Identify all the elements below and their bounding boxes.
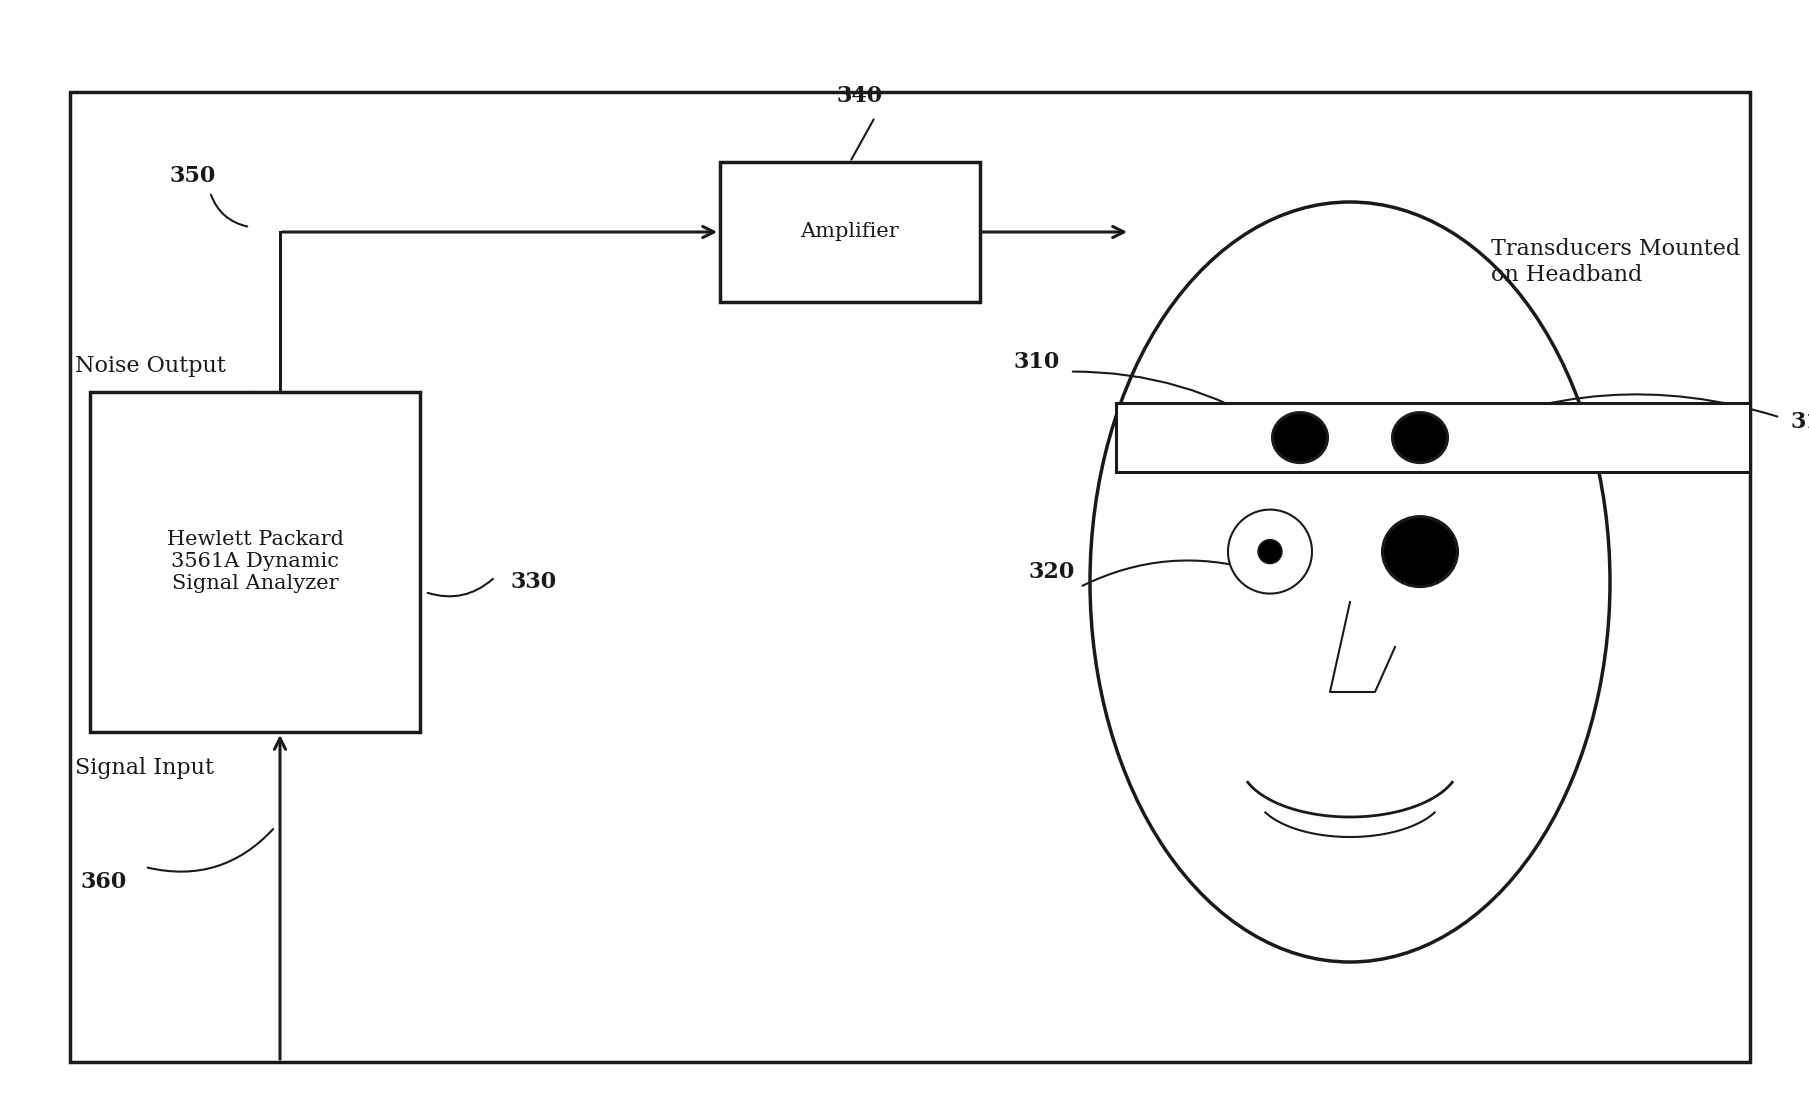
Text: 315: 315 <box>1789 411 1809 434</box>
Text: 360: 360 <box>80 871 127 893</box>
Ellipse shape <box>1382 517 1458 587</box>
Circle shape <box>1257 539 1283 564</box>
Bar <box>71 92 1749 1062</box>
Ellipse shape <box>1393 413 1447 463</box>
Text: Noise Output: Noise Output <box>74 355 226 377</box>
Text: 320: 320 <box>1029 560 1075 583</box>
Text: 350: 350 <box>170 165 217 187</box>
Bar <box>720 162 980 302</box>
Text: 330: 330 <box>510 570 555 593</box>
Text: 340: 340 <box>838 85 883 107</box>
Text: Signal Input: Signal Input <box>74 757 213 780</box>
Text: 310: 310 <box>1013 350 1060 373</box>
Bar <box>90 393 420 732</box>
Text: Transducers Mounted
on Headband: Transducers Mounted on Headband <box>1491 238 1740 286</box>
Text: Amplifier: Amplifier <box>801 222 899 241</box>
Circle shape <box>1228 509 1312 594</box>
Bar <box>1116 404 1749 471</box>
Text: Hewlett Packard
3561A Dynamic
Signal Analyzer: Hewlett Packard 3561A Dynamic Signal Ana… <box>166 530 344 594</box>
Ellipse shape <box>1091 202 1610 962</box>
Ellipse shape <box>1272 413 1328 463</box>
